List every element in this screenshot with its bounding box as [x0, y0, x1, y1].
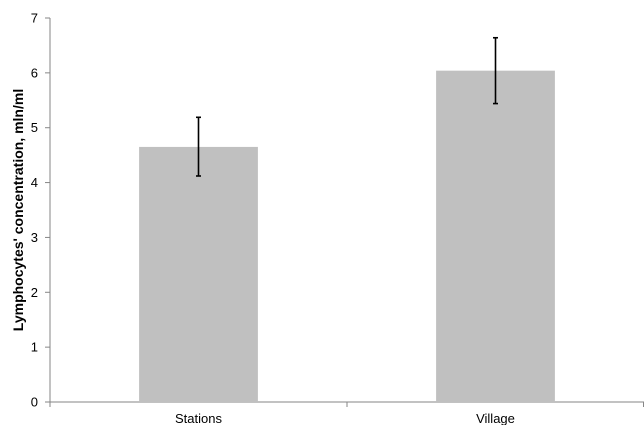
x-tick-label: Village [476, 411, 515, 425]
bar-village [436, 70, 555, 403]
x-axis: Stations Village [49, 401, 644, 425]
y-tick-label: 6 [31, 65, 38, 80]
y-axis-title: Lymphocytes' concentration, mln/ml [10, 89, 26, 331]
y-tick-label: 5 [31, 120, 38, 135]
bars [139, 70, 555, 403]
y-tick-label: 3 [31, 230, 38, 245]
error-bars [196, 36, 498, 177]
y-tick-label: 0 [31, 395, 38, 410]
y-tick-label: 2 [31, 285, 38, 300]
y-tick-label: 4 [31, 175, 38, 190]
bar-stations [139, 146, 258, 402]
y-tick-label: 7 [31, 11, 38, 26]
x-tick-label: Stations [175, 411, 222, 425]
y-tick-label: 1 [31, 340, 38, 355]
y-axis: 0 1 2 3 4 5 6 7 [31, 11, 51, 410]
